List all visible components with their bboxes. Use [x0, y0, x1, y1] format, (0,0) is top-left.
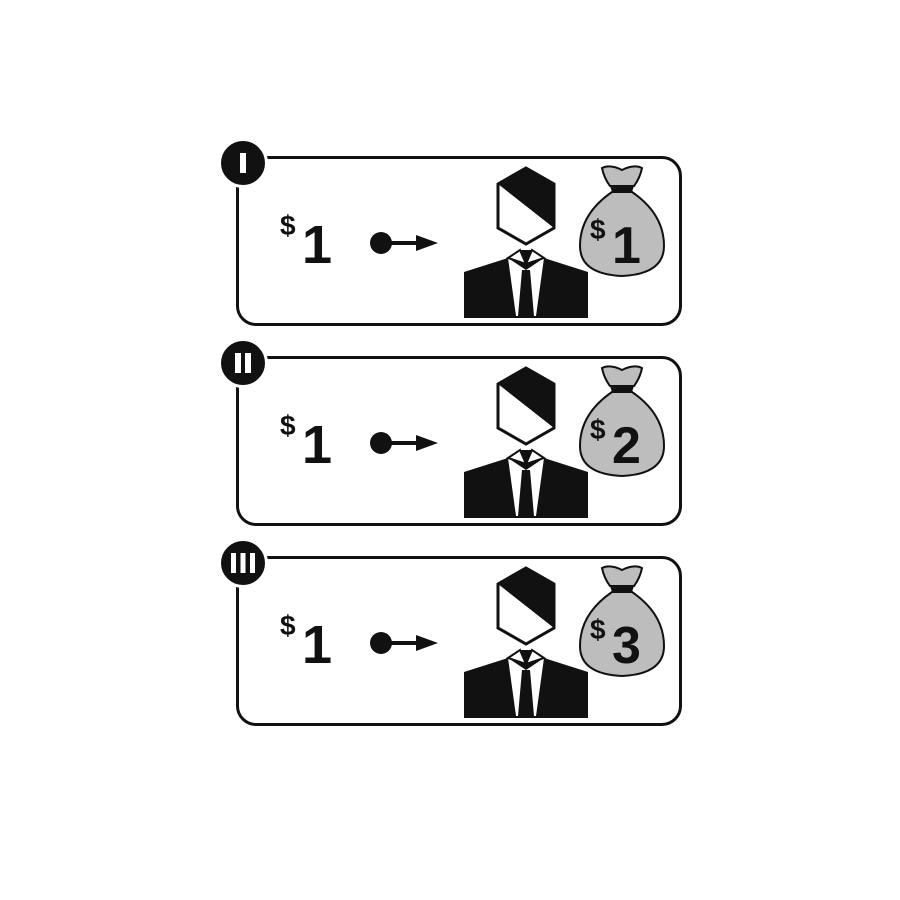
step-badge-2 [218, 338, 268, 388]
step-badge-3 [218, 538, 268, 588]
input-amount: $ 1 [280, 210, 350, 275]
input-currency: $ [280, 610, 296, 641]
bag-amount: $ 2 [590, 416, 670, 476]
step-panel-2: $ 1 $ 2 [218, 338, 682, 526]
money-bag-icon [578, 365, 666, 478]
arrow-right-icon [370, 232, 438, 254]
input-amount: $ 1 [280, 410, 350, 475]
input-value: 1 [302, 615, 333, 675]
roman-numeral-three-icon [231, 553, 255, 573]
input-value: 1 [302, 415, 333, 475]
step-panel-1: $ 1 $ 1 [218, 138, 682, 326]
money-bag-icon [578, 565, 666, 678]
input-value: 1 [302, 215, 333, 275]
input-amount: $ 1 [280, 610, 350, 675]
bag-currency: $ [590, 414, 606, 445]
arrow-right-icon [370, 632, 438, 654]
bag-amount: $ 1 [590, 216, 670, 276]
step-panel-3: $ 1 $ 3 [218, 538, 682, 726]
roman-numeral-one-icon [240, 153, 246, 173]
bag-currency: $ [590, 614, 606, 645]
roman-numeral-two-icon [235, 353, 251, 373]
input-currency: $ [280, 210, 296, 241]
arrow-right-icon [370, 432, 438, 454]
businessman-icon [464, 166, 588, 318]
businessman-icon [464, 566, 588, 718]
step-badge-1 [218, 138, 268, 188]
money-bag-icon [578, 165, 666, 278]
bag-currency: $ [590, 214, 606, 245]
bag-amount: $ 3 [590, 616, 670, 676]
input-currency: $ [280, 410, 296, 441]
businessman-icon [464, 366, 588, 518]
bag-value: 3 [612, 617, 641, 675]
bag-value: 1 [612, 217, 641, 275]
bag-value: 2 [612, 417, 641, 475]
